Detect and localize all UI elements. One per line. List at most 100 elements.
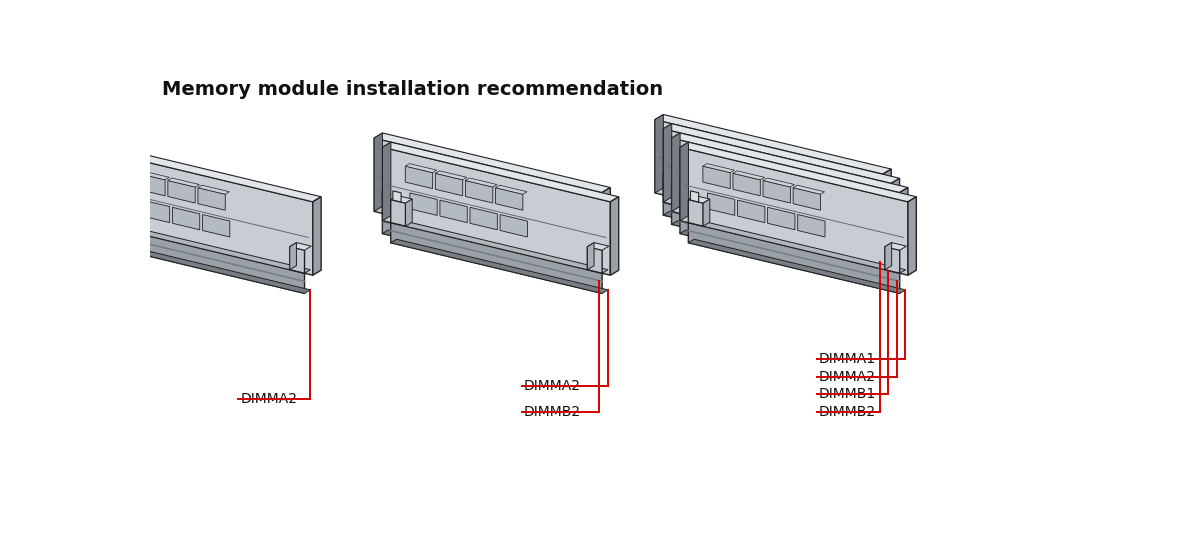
Polygon shape — [655, 119, 883, 247]
Polygon shape — [768, 207, 794, 230]
Polygon shape — [672, 138, 900, 266]
Polygon shape — [397, 190, 404, 217]
Polygon shape — [587, 247, 602, 273]
Polygon shape — [655, 114, 664, 193]
Text: DIMMA2: DIMMA2 — [240, 392, 298, 406]
Polygon shape — [587, 243, 608, 250]
Polygon shape — [168, 180, 196, 203]
Polygon shape — [383, 214, 594, 284]
Polygon shape — [374, 133, 383, 211]
Polygon shape — [397, 157, 425, 179]
Polygon shape — [793, 185, 824, 194]
Polygon shape — [686, 180, 694, 208]
Polygon shape — [680, 214, 892, 284]
Polygon shape — [587, 243, 594, 270]
Polygon shape — [680, 147, 908, 275]
Polygon shape — [402, 184, 428, 206]
Polygon shape — [689, 219, 906, 273]
Polygon shape — [108, 166, 136, 189]
Polygon shape — [665, 163, 673, 174]
Polygon shape — [113, 193, 139, 215]
Text: DIMMA1: DIMMA1 — [818, 352, 876, 366]
Polygon shape — [383, 142, 391, 221]
Polygon shape — [746, 162, 774, 185]
Polygon shape — [492, 205, 520, 228]
Polygon shape — [716, 155, 744, 177]
Polygon shape — [672, 221, 889, 275]
Polygon shape — [578, 233, 586, 261]
Polygon shape — [672, 133, 908, 192]
Polygon shape — [908, 197, 917, 275]
Polygon shape — [860, 215, 866, 242]
Polygon shape — [730, 191, 756, 214]
Polygon shape — [733, 171, 764, 180]
Polygon shape — [672, 201, 889, 255]
Polygon shape — [680, 142, 689, 221]
Polygon shape — [884, 243, 906, 250]
Polygon shape — [440, 200, 467, 222]
Polygon shape — [686, 148, 714, 170]
Polygon shape — [500, 215, 528, 237]
Polygon shape — [289, 243, 296, 270]
Polygon shape — [773, 187, 800, 209]
Polygon shape — [680, 142, 917, 202]
Polygon shape — [695, 190, 702, 217]
Polygon shape — [496, 187, 523, 210]
Polygon shape — [686, 145, 718, 154]
Polygon shape — [672, 177, 694, 185]
Polygon shape — [725, 164, 752, 186]
Polygon shape — [611, 197, 619, 275]
Polygon shape — [738, 200, 764, 222]
Polygon shape — [94, 199, 108, 226]
Polygon shape — [768, 158, 799, 167]
Polygon shape — [94, 239, 311, 293]
Polygon shape — [703, 199, 709, 226]
Polygon shape — [678, 171, 685, 198]
Polygon shape — [708, 193, 734, 215]
Polygon shape — [664, 124, 672, 202]
Polygon shape — [884, 243, 892, 270]
Polygon shape — [427, 164, 455, 186]
Polygon shape — [664, 211, 881, 266]
Polygon shape — [689, 199, 703, 226]
Polygon shape — [876, 238, 892, 264]
Polygon shape — [397, 154, 428, 164]
Polygon shape — [721, 181, 748, 204]
Polygon shape — [678, 138, 706, 161]
Polygon shape — [751, 189, 778, 211]
Polygon shape — [755, 171, 782, 194]
Polygon shape — [664, 124, 900, 183]
Polygon shape — [391, 223, 602, 293]
Polygon shape — [680, 190, 695, 217]
Polygon shape — [869, 228, 883, 255]
Polygon shape — [602, 187, 611, 266]
Polygon shape — [383, 186, 404, 194]
Polygon shape — [578, 238, 594, 264]
Polygon shape — [289, 243, 311, 250]
Polygon shape — [743, 180, 770, 202]
Text: DIMMB1: DIMMB1 — [818, 387, 876, 402]
Polygon shape — [85, 147, 313, 275]
Text: DIMMB2: DIMMB2 — [818, 405, 876, 419]
Polygon shape — [680, 210, 898, 264]
Polygon shape — [708, 143, 739, 152]
Polygon shape — [900, 187, 908, 266]
Polygon shape — [689, 196, 709, 203]
Polygon shape — [790, 205, 817, 228]
Polygon shape — [733, 173, 761, 196]
Polygon shape — [884, 247, 900, 273]
Polygon shape — [672, 181, 686, 208]
Polygon shape — [664, 129, 892, 257]
Polygon shape — [436, 173, 463, 196]
Polygon shape — [746, 160, 778, 168]
Polygon shape — [876, 233, 883, 261]
Polygon shape — [198, 185, 229, 194]
Polygon shape — [755, 169, 786, 178]
Polygon shape — [391, 199, 406, 226]
Polygon shape — [680, 186, 702, 194]
Polygon shape — [94, 219, 311, 273]
Polygon shape — [664, 195, 875, 266]
Polygon shape — [672, 204, 883, 275]
Polygon shape — [680, 230, 898, 284]
Polygon shape — [860, 219, 875, 246]
